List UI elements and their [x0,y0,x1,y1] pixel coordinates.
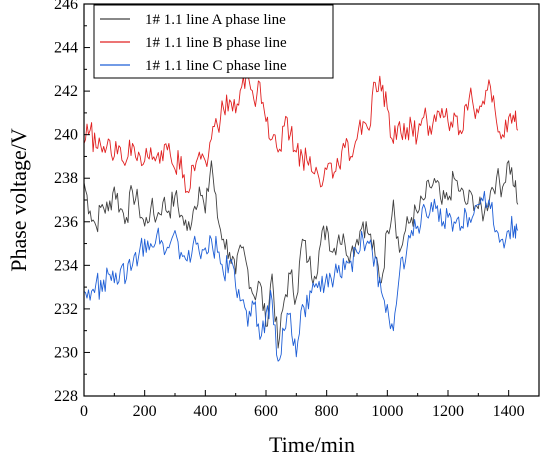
y-tick-label: 244 [54,40,78,57]
x-tick-label: 200 [133,403,157,420]
y-axis: 228 230 232 234 236 238 240 242 244 246 [54,0,90,405]
series-line-1 [83,160,519,349]
legend: 1# 1.1 line A phase line 1# 1.1 line B ph… [93,4,334,79]
y-tick-label: 236 [54,214,78,231]
x-tick-label: 1000 [371,403,403,420]
y-axis-title: Phase voltage/V [6,128,31,272]
legend-box [93,4,334,79]
series-line-2 [83,71,519,194]
legend-label-1: 1# 1.1 line A phase line [145,12,286,28]
y-tick-label: 228 [54,388,78,405]
y-tick-label: 246 [54,0,78,13]
x-tick-label: 1200 [432,403,464,420]
y-tick-label: 242 [54,83,78,100]
y-tick-label: 234 [54,257,78,274]
x-axis: 0 200 400 600 800 1000 1200 1400 [80,390,525,420]
y-tick-label: 240 [54,127,78,144]
series-line-3 [83,190,519,362]
x-tick-label: 0 [80,403,88,420]
legend-label-3: 1# 1.1 line C phase line [145,58,287,74]
x-tick-label: 400 [193,403,217,420]
x-tick-label: 800 [315,403,339,420]
series-layer [83,71,519,362]
y-tick-label: 238 [54,170,78,187]
x-tick-label: 600 [254,403,278,420]
y-tick-label: 230 [54,344,78,361]
legend-label-2: 1# 1.1 line B phase line [145,35,287,51]
y-tick-label: 232 [54,301,78,318]
x-axis-title: Time/min [269,432,355,457]
x-tick-label: 1400 [493,403,525,420]
